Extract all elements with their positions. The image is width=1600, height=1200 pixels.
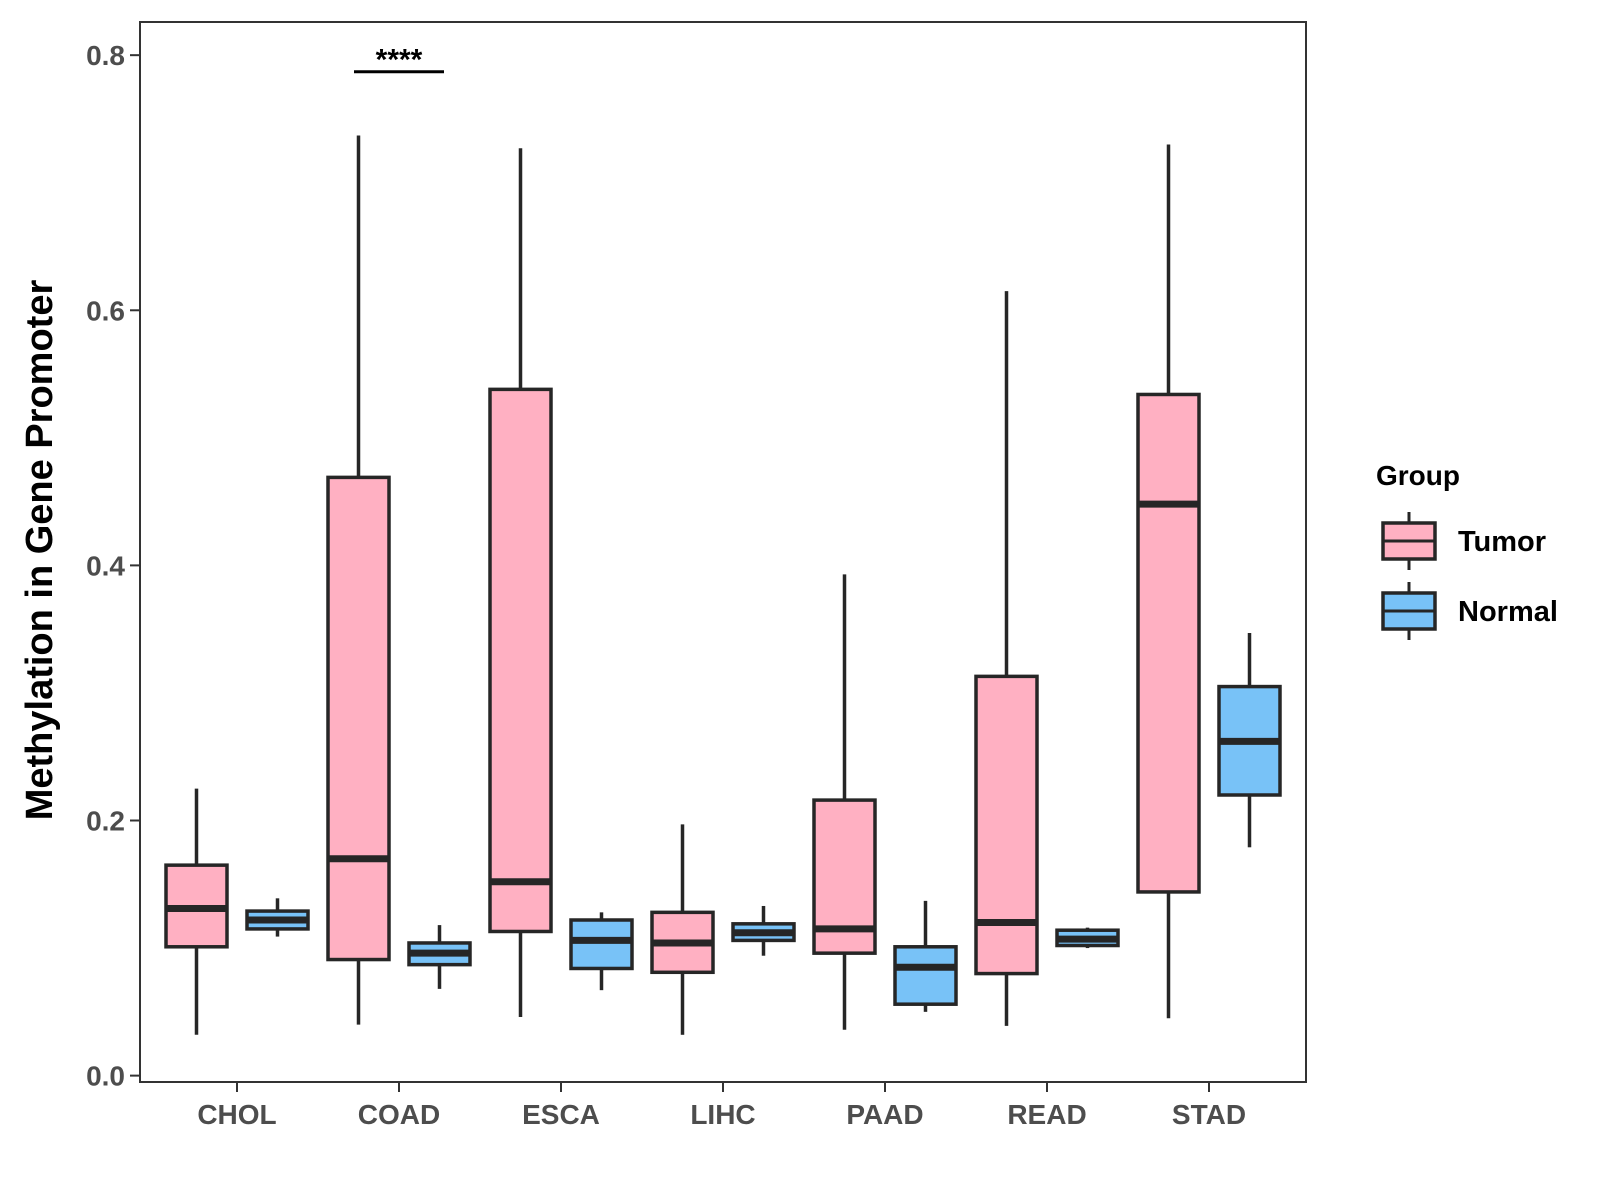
plot-border — [139, 21, 1307, 1083]
annotation-layer: **** — [354, 44, 444, 77]
box-tumor-lihc — [650, 824, 715, 1035]
box-tumor-read — [974, 291, 1039, 1026]
legend-entry-tumor: Tumor — [1381, 512, 1546, 570]
box-normal-paad — [893, 900, 958, 1012]
x-tick-label-coad: COAD — [358, 1099, 440, 1130]
box-tumor-paad — [812, 574, 877, 1030]
box-tumor-coad — [326, 135, 391, 1025]
plot-panel — [139, 21, 1307, 1083]
box-iqr — [974, 674, 1039, 976]
box-normal-lihc — [731, 905, 796, 956]
significance-label: **** — [376, 44, 423, 77]
box-normal-chol — [245, 898, 310, 937]
y-tick-label: 0.8 — [86, 40, 125, 71]
box-normal-esca — [569, 912, 634, 991]
x-tick-label-chol: CHOL — [197, 1099, 276, 1130]
x-tick-label-paad: PAAD — [846, 1099, 923, 1130]
x-tick-label-esca: ESCA — [522, 1099, 600, 1130]
legend-entry-normal: Normal — [1381, 582, 1558, 640]
box-normal-stad — [1217, 632, 1282, 848]
box-iqr — [488, 387, 553, 934]
y-tick-label: 0.6 — [86, 295, 125, 326]
box-iqr — [893, 945, 958, 1006]
legend-label: Tumor — [1458, 526, 1546, 558]
x-tick-label-lihc: LIHC — [690, 1099, 755, 1130]
box-iqr — [326, 475, 391, 962]
y-tick-label: 0.0 — [86, 1061, 125, 1092]
axis-layer: 0.0 0.2 0.4 0.6 0.8 CHOL COAD ESCA LIHC PAAD READ S… — [86, 40, 1246, 1130]
box-iqr — [1136, 392, 1201, 894]
legend-label: Normal — [1458, 596, 1558, 628]
box-tumor-esca — [488, 148, 553, 1017]
legend: Group Tumor Normal — [1376, 460, 1558, 640]
legend-title: Group — [1376, 460, 1460, 491]
y-axis-title: Methylation in Gene Promoter — [19, 280, 61, 821]
box-tumor-stad — [1136, 144, 1201, 1019]
x-tick-label-stad: STAD — [1172, 1099, 1246, 1130]
box-normal-read — [1055, 927, 1120, 949]
box-iqr — [569, 918, 634, 971]
y-tick-label: 0.4 — [86, 550, 125, 581]
box-tumor-chol — [164, 788, 229, 1035]
box-layer — [164, 135, 1282, 1035]
x-tick-label-read: READ — [1007, 1099, 1086, 1130]
box-normal-coad — [407, 925, 472, 989]
y-tick-label: 0.2 — [86, 806, 125, 837]
